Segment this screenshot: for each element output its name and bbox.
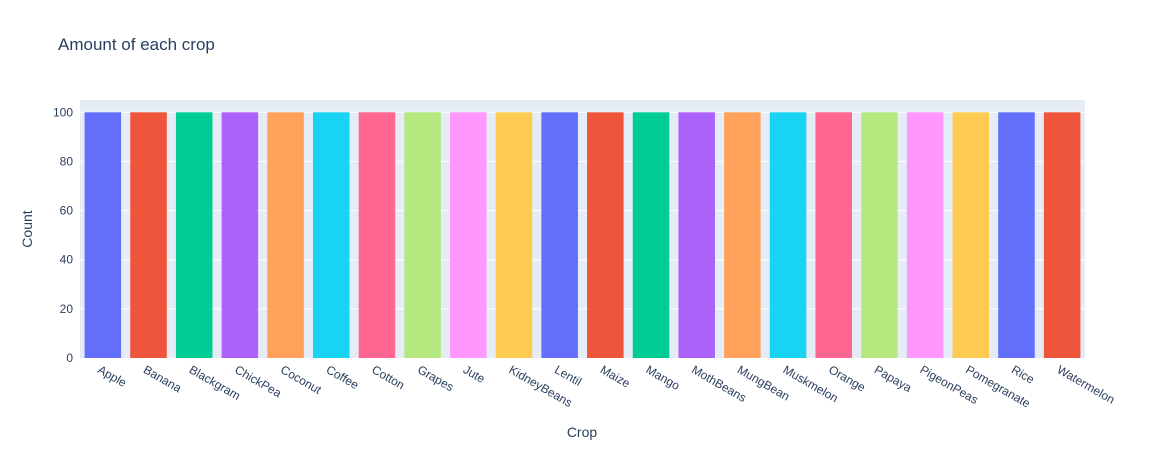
y-tick-label: 40 (60, 253, 74, 267)
x-tick-label: Cotton (369, 362, 407, 392)
chart-title: Amount of each crop (58, 35, 215, 54)
bar-pigeonpeas (906, 112, 944, 359)
bar-jute (450, 112, 487, 359)
bar-mungbean (724, 112, 761, 359)
bar-kidneybeans (495, 112, 533, 359)
bar-coffee (312, 112, 350, 359)
bar-orange (815, 112, 853, 359)
y-tick-label: 100 (53, 105, 73, 119)
x-axis-title: Crop (567, 424, 598, 440)
y-tick-label: 80 (60, 154, 74, 168)
bar-chickpea (221, 112, 259, 359)
bar-mango (632, 112, 670, 359)
bar-grapes (404, 112, 441, 359)
x-tick-label: Blackgram (187, 362, 243, 402)
x-tick-label: Banana (141, 362, 184, 395)
x-tick-label: Jute (461, 362, 488, 386)
y-tick-label: 20 (60, 302, 74, 316)
x-tick-label: Coffee (324, 362, 362, 392)
bars (84, 112, 1081, 359)
bar-mothbeans (678, 112, 715, 359)
x-tick-label: Coconut (278, 362, 324, 397)
bar-cotton (358, 112, 396, 359)
y-tick-label: 60 (60, 204, 74, 218)
x-tick-label: Papaya (872, 362, 915, 395)
bar-muskmelon (769, 112, 807, 359)
bar-lentil (541, 112, 578, 359)
bar-apple (84, 112, 122, 359)
bar-papaya (861, 112, 898, 359)
bar-maize (587, 112, 624, 359)
y-axis-title: Count (19, 210, 35, 247)
x-tick-label: Rice (1009, 362, 1037, 386)
x-tick-label: Lentil (552, 362, 584, 388)
bar-banana (130, 112, 167, 359)
x-tick-label: Grapes (415, 362, 456, 394)
x-tick-label: Apple (95, 362, 129, 390)
x-tick-label: Watermelon (1055, 362, 1118, 406)
bar-rice (998, 112, 1035, 359)
y-tick-label: 0 (66, 351, 73, 365)
x-tick-label: Maize (598, 362, 633, 390)
x-tick-label: Mango (644, 362, 683, 393)
bar-blackgram (175, 112, 213, 359)
bar-pomegranate (952, 112, 990, 359)
y-axis-ticks: 0 20 40 60 80 100 (53, 105, 73, 365)
bar-watermelon (1043, 112, 1081, 359)
bar-coconut (267, 112, 304, 359)
